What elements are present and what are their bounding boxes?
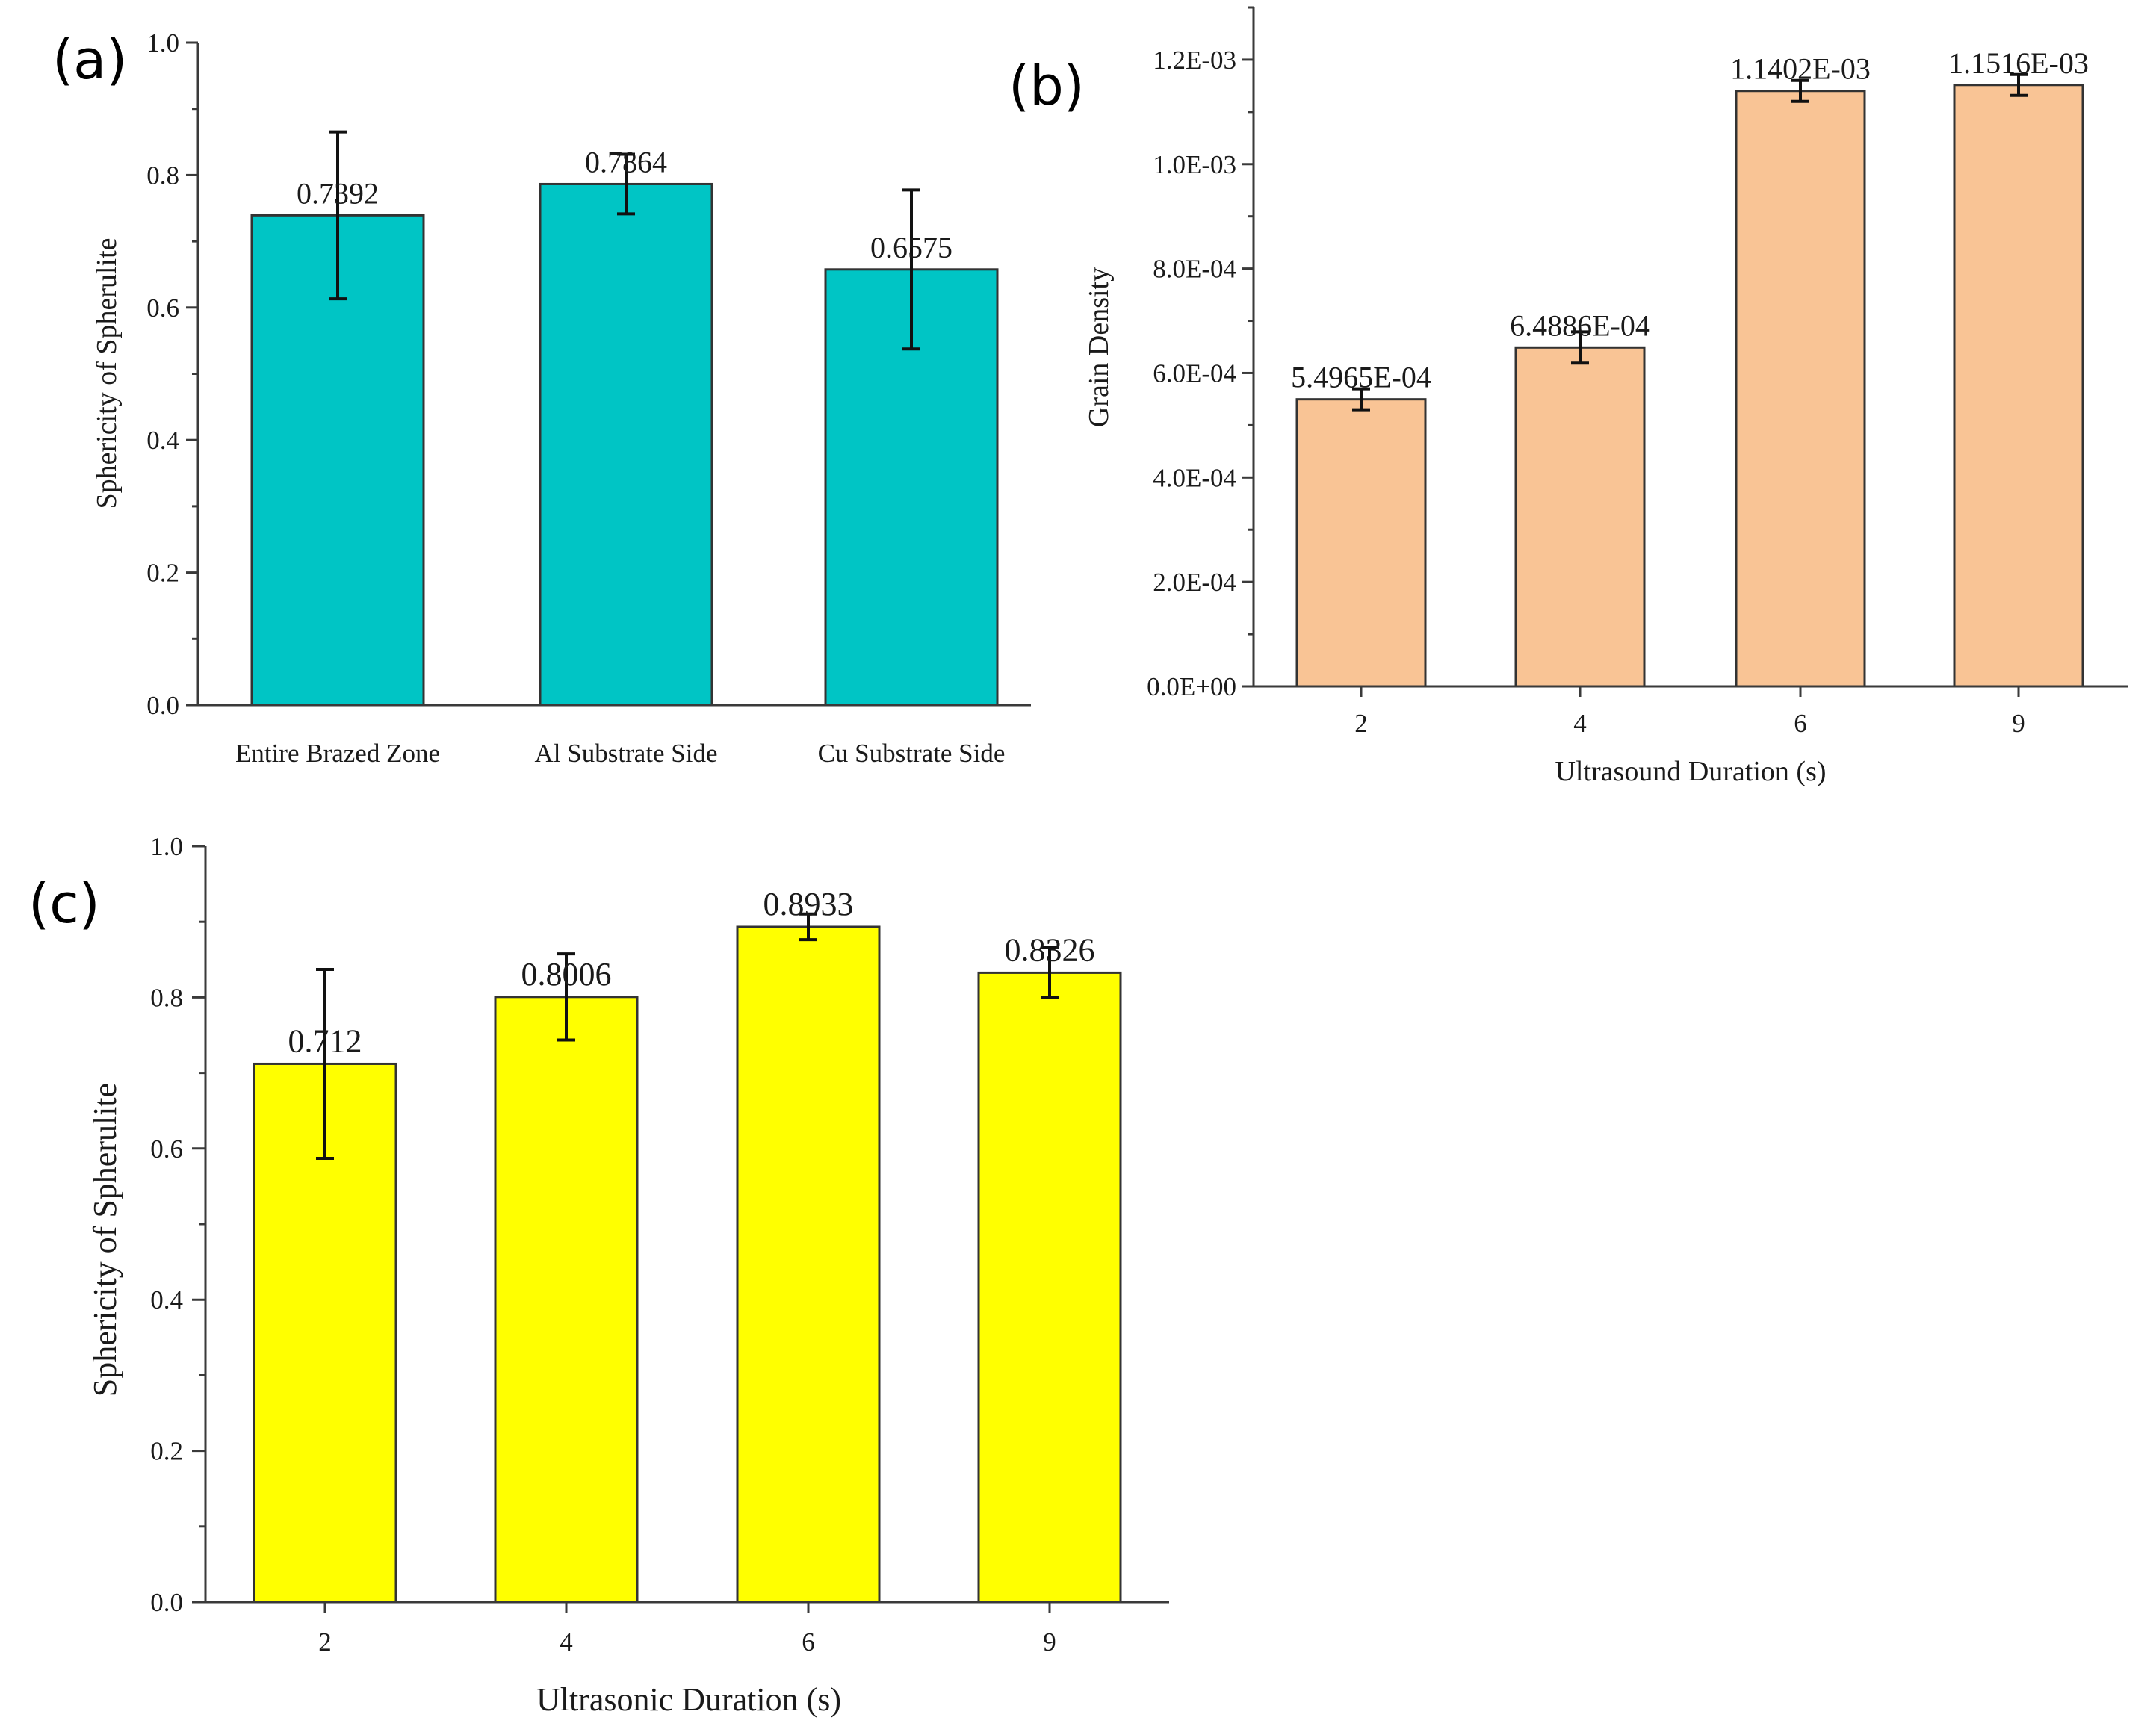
y-axis-title: Sphericity of Spherulite	[87, 1083, 123, 1397]
panel-letter: (c)	[28, 872, 100, 935]
y-tick-label: 6.0E-04	[1153, 358, 1236, 388]
x-axis-title: Ultrasound Duration (s)	[1555, 756, 1826, 787]
y-axis-title: Grain Density	[1083, 267, 1115, 427]
x-tick-label: 6	[1794, 709, 1807, 738]
y-tick-label: 0.0	[150, 1588, 183, 1617]
x-tick-label: 6	[802, 1627, 815, 1657]
y-tick-label: 1.0	[150, 832, 183, 861]
y-tick-label: 8.0E-04	[1153, 255, 1236, 284]
data-label: 0.8933	[763, 886, 854, 922]
data-label: 0.712	[288, 1022, 362, 1059]
x-tick-label: 2	[318, 1627, 332, 1657]
x-tick-label: 2	[1354, 709, 1368, 738]
x-tick-label: 9	[2012, 709, 2025, 738]
data-label: 0.7864	[585, 145, 667, 179]
y-tick-label: 0.8	[146, 161, 179, 190]
bar-2	[1295, 398, 1427, 688]
y-tick-label: 4.0E-04	[1153, 463, 1236, 492]
panel-letter: (b)	[1009, 55, 1085, 117]
bar-6	[736, 925, 881, 1604]
x-axis-title: Ultrasonic Duration (s)	[536, 1681, 841, 1718]
y-tick-label: 1.0E-03	[1153, 150, 1236, 179]
x-tick-label: Al Substrate Side	[535, 739, 718, 768]
data-label: 1.1516E-03	[1948, 46, 2089, 80]
data-label: 0.8326	[1005, 931, 1095, 968]
x-tick-label: Entire Brazed Zone	[235, 739, 440, 768]
bar-6	[1735, 90, 1866, 688]
data-label: 0.6575	[870, 231, 952, 264]
x-tick-label: 4	[1573, 709, 1587, 738]
x-tick-label: 4	[560, 1627, 573, 1657]
data-label: 0.7392	[297, 176, 379, 210]
y-tick-label: 0.6	[150, 1135, 183, 1164]
panel-letter: (a)	[52, 28, 127, 91]
panel-b: (b) 5.4965E-04 2 6.4886E-04 4 1.1402E-03 6 1.15…	[1009, 6, 2128, 787]
y-tick-label: 0.4	[146, 426, 179, 455]
y-tick-label: 1.0	[146, 28, 179, 58]
x-tick-label: Cu Substrate Side	[818, 739, 1006, 768]
y-tick-label: 0.6	[146, 294, 179, 323]
y-tick-label: 0.2	[150, 1437, 183, 1466]
bar-4	[494, 996, 639, 1604]
x-tick-label: 9	[1043, 1627, 1056, 1657]
data-label: 5.4965E-04	[1291, 361, 1431, 394]
panel-a: (a) 0.7392 Entire Brazed Zone 0.7864 Al Subs…	[52, 28, 1031, 768]
y-tick-label: 1.2E-03	[1153, 46, 1236, 75]
data-label: 0.8006	[521, 956, 612, 993]
bar-4	[1514, 346, 1646, 688]
y-tick-label: 0.8	[150, 983, 183, 1012]
bar-al-substrate-side	[539, 182, 713, 707]
y-tick-label: 0.2	[146, 559, 179, 588]
y-tick-label: 2.0E-04	[1153, 568, 1236, 597]
data-label: 6.4886E-04	[1510, 308, 1650, 342]
y-tick-label: 0.0E+00	[1147, 672, 1236, 701]
y-tick-label: 0.0	[146, 691, 179, 720]
y-axis-title: Sphericity of Spherulite	[91, 238, 123, 509]
panel-c: (c) 0.712 2 0.8006 4 0.8933 6 0.8326 9 0.0 0.2 0.4 0…	[28, 832, 1169, 1718]
bar-9	[977, 971, 1122, 1604]
y-tick-label: 0.4	[150, 1285, 183, 1314]
bar-9	[1953, 84, 2084, 688]
data-label: 1.1402E-03	[1730, 52, 1871, 86]
